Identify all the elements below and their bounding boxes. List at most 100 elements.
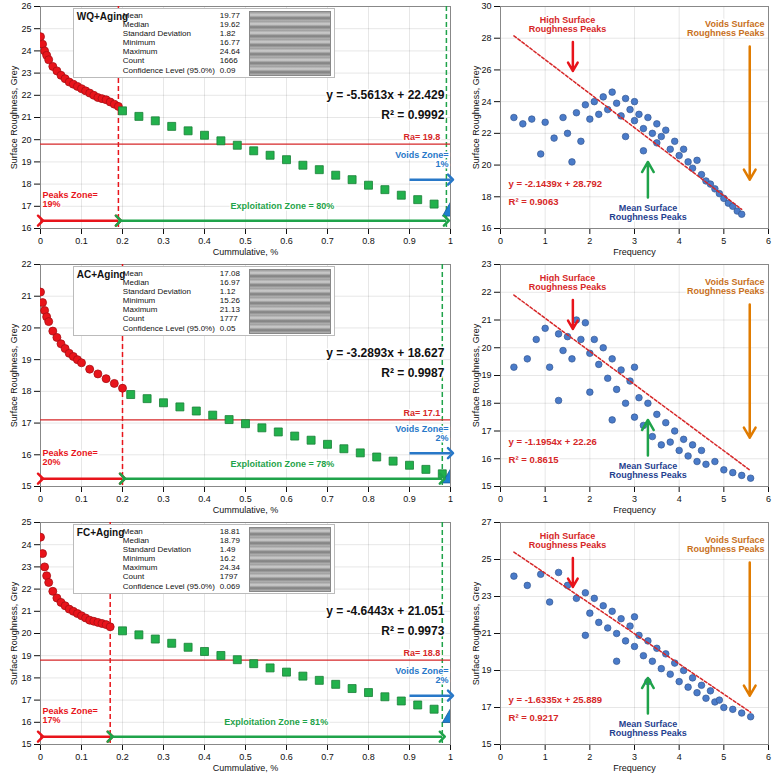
svg-text:Peaks Zone=17%: Peaks Zone=17% xyxy=(43,706,98,725)
svg-text:Voids SurfaceRoughness Peaks: Voids SurfaceRoughness Peaks xyxy=(687,535,765,554)
svg-text:4: 4 xyxy=(677,752,682,762)
svg-text:0.3: 0.3 xyxy=(157,494,170,504)
svg-text:18: 18 xyxy=(21,386,31,396)
svg-text:19: 19 xyxy=(21,651,31,661)
svg-text:0: 0 xyxy=(38,494,43,504)
svg-text:21: 21 xyxy=(21,291,31,301)
svg-text:19: 19 xyxy=(481,665,491,675)
svg-text:y = -3.2893x + 18.627: y = -3.2893x + 18.627 xyxy=(326,346,444,360)
svg-text:27: 27 xyxy=(481,517,491,527)
svg-text:Peaks Zone=20%: Peaks Zone=20% xyxy=(43,448,98,467)
svg-text:y = -1.1954x + 22.26: y = -1.1954x + 22.26 xyxy=(509,436,597,447)
svg-text:0.8: 0.8 xyxy=(362,494,375,504)
svg-text:Cummulative, %: Cummulative, % xyxy=(213,247,279,257)
svg-text:0.5: 0.5 xyxy=(239,236,252,246)
svg-text:25: 25 xyxy=(21,24,31,34)
svg-text:Surface Roughness, Grey: Surface Roughness, Grey xyxy=(471,323,481,427)
svg-text:22: 22 xyxy=(481,287,491,297)
svg-text:24: 24 xyxy=(21,540,31,550)
svg-text:Exploitation Zone = 78%: Exploitation Zone = 78% xyxy=(231,459,335,469)
svg-text:1: 1 xyxy=(448,752,453,762)
svg-text:17: 17 xyxy=(21,695,31,705)
svg-text:0.7: 0.7 xyxy=(321,236,334,246)
svg-text:20: 20 xyxy=(21,628,31,638)
svg-text:26: 26 xyxy=(21,1,31,11)
svg-text:2: 2 xyxy=(587,236,592,246)
svg-text:1: 1 xyxy=(448,494,453,504)
svg-text:Voids Zone=2%: Voids Zone=2% xyxy=(395,424,448,443)
svg-text:22: 22 xyxy=(21,259,31,269)
svg-text:23: 23 xyxy=(21,68,31,78)
svg-text:16: 16 xyxy=(481,454,491,464)
svg-text:3: 3 xyxy=(632,236,637,246)
svg-text:23: 23 xyxy=(481,259,491,269)
svg-text:Ra= 19.8: Ra= 19.8 xyxy=(403,132,440,142)
svg-text:0.2: 0.2 xyxy=(116,752,129,762)
svg-text:17: 17 xyxy=(481,426,491,436)
svg-text:4: 4 xyxy=(677,494,682,504)
svg-text:6: 6 xyxy=(766,752,771,762)
svg-text:0.6: 0.6 xyxy=(280,752,293,762)
svg-text:y = -2.1439x + 28.792: y = -2.1439x + 28.792 xyxy=(509,178,603,189)
svg-text:21: 21 xyxy=(21,112,31,122)
svg-text:17: 17 xyxy=(481,702,491,712)
svg-text:25: 25 xyxy=(21,517,31,527)
svg-text:R² = 0.9217: R² = 0.9217 xyxy=(509,712,559,723)
svg-text:High SurfaceRoughness Peaks: High SurfaceRoughness Peaks xyxy=(529,531,607,550)
svg-text:Mean SurfaceRoughness Peaks: Mean SurfaceRoughness Peaks xyxy=(609,203,687,222)
svg-text:High SurfaceRoughness Peaks: High SurfaceRoughness Peaks xyxy=(529,273,607,292)
svg-text:0.1: 0.1 xyxy=(75,752,88,762)
svg-text:25: 25 xyxy=(481,554,491,564)
svg-text:17: 17 xyxy=(21,201,31,211)
svg-text:2: 2 xyxy=(587,752,592,762)
svg-text:16: 16 xyxy=(21,450,31,460)
svg-text:0.9: 0.9 xyxy=(403,494,416,504)
svg-text:0.8: 0.8 xyxy=(362,752,375,762)
svg-text:20: 20 xyxy=(21,135,31,145)
svg-text:0.9: 0.9 xyxy=(403,236,416,246)
svg-text:20: 20 xyxy=(481,343,491,353)
svg-text:0.9: 0.9 xyxy=(403,752,416,762)
svg-text:0.6: 0.6 xyxy=(280,494,293,504)
svg-text:16: 16 xyxy=(481,223,491,233)
svg-text:22: 22 xyxy=(21,90,31,100)
svg-text:Frequency: Frequency xyxy=(613,763,656,773)
svg-text:20: 20 xyxy=(21,323,31,333)
svg-text:18: 18 xyxy=(21,673,31,683)
svg-text:0.5: 0.5 xyxy=(239,752,252,762)
svg-text:Frequency: Frequency xyxy=(613,505,656,515)
svg-text:20: 20 xyxy=(481,160,491,170)
svg-text:1: 1 xyxy=(543,236,548,246)
svg-text:Surface Roughness, Grey: Surface Roughness, Grey xyxy=(9,323,19,427)
svg-text:0.7: 0.7 xyxy=(321,752,334,762)
svg-text:22: 22 xyxy=(481,128,491,138)
svg-text:15: 15 xyxy=(21,739,31,749)
svg-text:1: 1 xyxy=(543,752,548,762)
svg-text:0.6: 0.6 xyxy=(280,236,293,246)
svg-text:Exploitation Zone = 80%: Exploitation Zone = 80% xyxy=(231,201,335,211)
svg-text:21: 21 xyxy=(21,606,31,616)
svg-text:18: 18 xyxy=(21,179,31,189)
svg-text:Frequency: Frequency xyxy=(613,247,656,257)
svg-text:Mean SurfaceRoughness Peaks: Mean SurfaceRoughness Peaks xyxy=(609,461,687,480)
svg-text:Surface Roughness, Grey: Surface Roughness, Grey xyxy=(9,65,19,169)
svg-text:0.1: 0.1 xyxy=(75,236,88,246)
svg-text:23: 23 xyxy=(481,591,491,601)
svg-text:y = -4.6443x + 21.051: y = -4.6443x + 21.051 xyxy=(326,604,444,618)
svg-text:3: 3 xyxy=(632,752,637,762)
svg-text:Voids SurfaceRoughness Peaks: Voids SurfaceRoughness Peaks xyxy=(687,19,765,38)
svg-text:Ra= 17.1: Ra= 17.1 xyxy=(403,408,440,418)
svg-text:2: 2 xyxy=(587,494,592,504)
svg-text:5: 5 xyxy=(721,494,726,504)
svg-text:0.8: 0.8 xyxy=(362,236,375,246)
svg-text:23: 23 xyxy=(21,562,31,572)
svg-text:24: 24 xyxy=(481,97,491,107)
svg-text:21: 21 xyxy=(481,628,491,638)
svg-text:30: 30 xyxy=(481,1,491,11)
svg-text:4: 4 xyxy=(677,236,682,246)
svg-text:15: 15 xyxy=(481,481,491,491)
svg-text:19: 19 xyxy=(21,355,31,365)
svg-text:6: 6 xyxy=(766,494,771,504)
svg-text:Peaks Zone=19%: Peaks Zone=19% xyxy=(43,190,98,209)
svg-text:Voids Zone=1%: Voids Zone=1% xyxy=(395,150,448,169)
